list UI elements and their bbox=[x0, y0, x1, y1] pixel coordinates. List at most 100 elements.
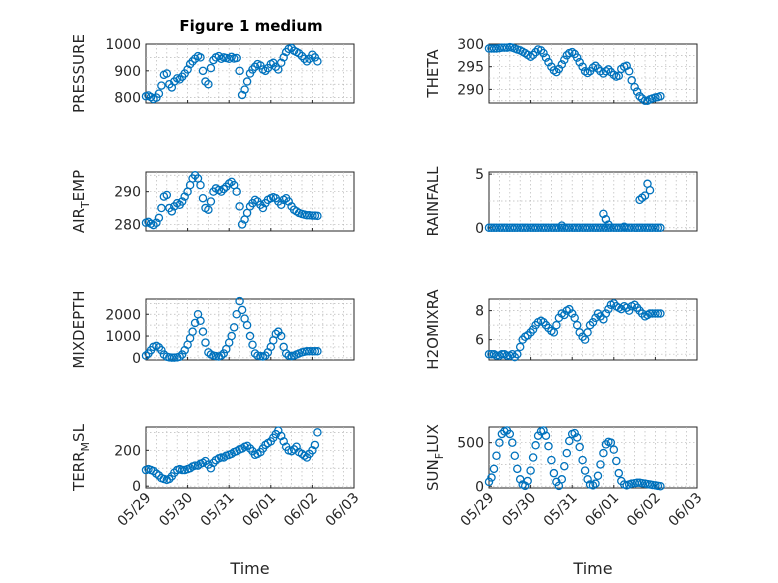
data-point bbox=[217, 187, 226, 196]
data-point bbox=[578, 62, 587, 71]
data-point bbox=[305, 347, 314, 356]
data-point bbox=[167, 353, 177, 362]
data-point bbox=[237, 220, 247, 229]
data-point bbox=[583, 68, 592, 78]
data-point bbox=[528, 50, 538, 60]
data-point bbox=[570, 313, 579, 323]
data-point bbox=[505, 429, 515, 439]
y-tick-label: 500 bbox=[457, 436, 484, 452]
data-point bbox=[177, 197, 187, 206]
data-point bbox=[627, 76, 636, 85]
data-point bbox=[560, 461, 569, 471]
data-point bbox=[204, 79, 213, 89]
data-point bbox=[487, 349, 496, 359]
data-point bbox=[604, 220, 613, 229]
data-point bbox=[198, 327, 208, 336]
data-point bbox=[549, 328, 559, 337]
data-point bbox=[497, 43, 507, 52]
data-point bbox=[157, 81, 166, 90]
data-point bbox=[585, 223, 595, 233]
data-point bbox=[245, 444, 255, 453]
y-tick-label: 200 bbox=[114, 443, 141, 459]
y-tick-label: 290 bbox=[114, 185, 141, 201]
y-tick-label: 800 bbox=[114, 91, 141, 107]
y-tick-label: 5 bbox=[475, 167, 484, 183]
data-point bbox=[495, 438, 504, 447]
data-point bbox=[612, 223, 621, 233]
data-point bbox=[287, 43, 296, 53]
data-point bbox=[599, 209, 608, 219]
data-point bbox=[562, 448, 572, 458]
data-point bbox=[193, 461, 203, 470]
data-point bbox=[308, 211, 317, 220]
data-point bbox=[206, 464, 216, 473]
data-point bbox=[313, 428, 322, 437]
data-point bbox=[570, 223, 579, 233]
data-point bbox=[302, 347, 312, 356]
data-point bbox=[510, 223, 520, 233]
data-point bbox=[214, 51, 224, 61]
data-point bbox=[544, 441, 553, 451]
data-point bbox=[300, 451, 309, 460]
data-point bbox=[219, 349, 229, 358]
data-point bbox=[209, 55, 218, 65]
data-point bbox=[185, 59, 195, 69]
data-point bbox=[146, 92, 156, 102]
data-point bbox=[508, 223, 517, 233]
data-point bbox=[588, 63, 598, 72]
data-point bbox=[245, 331, 255, 341]
data-point bbox=[211, 351, 221, 361]
x-axis-label: Time bbox=[572, 559, 612, 578]
data-point bbox=[656, 309, 665, 318]
data-point bbox=[227, 331, 236, 341]
data-point bbox=[513, 349, 522, 359]
data-point bbox=[206, 63, 216, 73]
subplot-5: 6 8 H2OMIXRA bbox=[424, 289, 698, 370]
data-point bbox=[619, 222, 629, 231]
y-tick-label: 1000 bbox=[105, 329, 141, 345]
data-point bbox=[508, 438, 517, 447]
data-point bbox=[547, 455, 556, 465]
data-point bbox=[640, 96, 650, 105]
data-point bbox=[165, 474, 174, 484]
data-point bbox=[528, 325, 538, 334]
data-point bbox=[274, 65, 283, 74]
data-point bbox=[596, 460, 605, 469]
data-point bbox=[484, 477, 494, 487]
data-point bbox=[175, 75, 184, 84]
data-point bbox=[152, 469, 161, 478]
data-point bbox=[580, 335, 590, 344]
data-point bbox=[500, 223, 509, 233]
data-point bbox=[196, 53, 205, 62]
y-tick-label: 300 bbox=[457, 37, 484, 53]
data-point bbox=[656, 91, 665, 101]
data-point bbox=[609, 445, 619, 454]
data-point bbox=[167, 207, 177, 216]
data-point bbox=[572, 223, 582, 233]
data-point bbox=[248, 65, 257, 74]
data-point bbox=[653, 309, 663, 318]
data-point bbox=[190, 318, 200, 328]
data-point bbox=[276, 431, 286, 441]
data-point bbox=[580, 466, 590, 475]
subplot-2: 280 290 AIRTEMP bbox=[70, 170, 355, 233]
data-point bbox=[609, 70, 619, 80]
data-point bbox=[515, 342, 525, 352]
data-point bbox=[557, 475, 567, 484]
data-point bbox=[596, 223, 605, 233]
data-point bbox=[567, 47, 577, 57]
axes-box bbox=[488, 298, 698, 361]
data-point bbox=[302, 211, 312, 220]
data-point bbox=[198, 66, 208, 76]
data-point bbox=[632, 478, 642, 488]
data-point bbox=[175, 352, 184, 361]
data-point bbox=[539, 426, 548, 435]
data-point bbox=[645, 223, 655, 233]
data-point bbox=[572, 53, 582, 62]
data-point bbox=[258, 203, 268, 213]
data-point bbox=[645, 185, 655, 195]
data-point bbox=[572, 433, 582, 442]
subplot-4: 0 1000 2000 MIXDEPTH bbox=[70, 290, 355, 369]
data-point bbox=[528, 453, 538, 462]
y-axis-label: H2OMIXRA bbox=[424, 289, 442, 370]
